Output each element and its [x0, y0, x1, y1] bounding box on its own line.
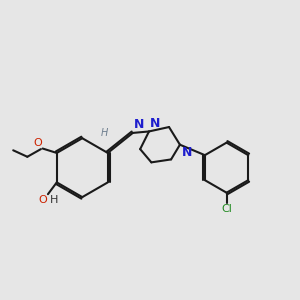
- Text: O: O: [33, 138, 42, 148]
- Text: N: N: [134, 118, 145, 131]
- Text: O: O: [38, 195, 47, 205]
- Text: H: H: [100, 128, 108, 138]
- Text: H: H: [50, 195, 58, 205]
- Text: N: N: [150, 117, 160, 130]
- Text: Cl: Cl: [221, 205, 232, 214]
- Text: N: N: [182, 146, 192, 159]
